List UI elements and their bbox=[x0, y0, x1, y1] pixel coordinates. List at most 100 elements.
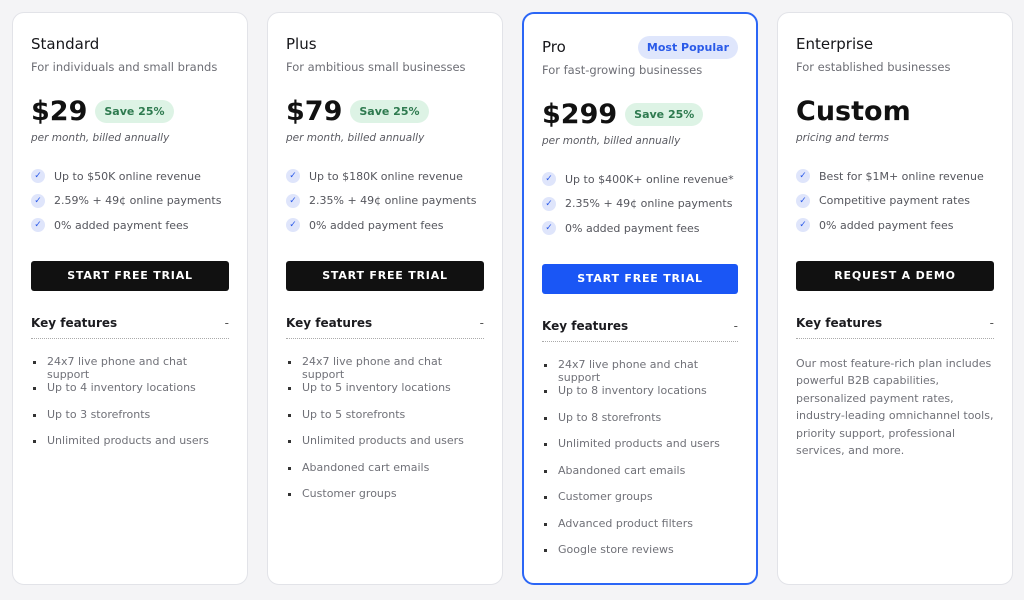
key-features-toggle[interactable]: Key features - bbox=[286, 316, 484, 339]
feature-text: Up to 5 inventory locations bbox=[302, 381, 451, 394]
billing-period: per month, billed annually bbox=[31, 132, 170, 144]
list-item: 24x7 live phone and chat support bbox=[31, 355, 229, 382]
bullet-icon bbox=[544, 443, 547, 446]
list-item: Unlimited products and users bbox=[286, 434, 484, 461]
save-badge: Save 25% bbox=[95, 99, 174, 123]
collapse-icon[interactable]: - bbox=[479, 315, 484, 330]
plan-description: Our most feature-rich plan includes powe… bbox=[796, 356, 994, 458]
check-circle-icon: ✓ bbox=[796, 169, 810, 184]
feature-text: Google store reviews bbox=[558, 543, 674, 556]
billing-period: per month, billed annually bbox=[286, 132, 425, 144]
feature-text: 24x7 live phone and chat support bbox=[558, 357, 699, 384]
most-popular-badge: Most Popular bbox=[637, 35, 738, 59]
plan-price: Custom bbox=[796, 95, 911, 127]
list-item: Up to 8 storefronts bbox=[542, 411, 738, 438]
enterprise-cta-button[interactable]: REQUEST A DEMO bbox=[796, 260, 994, 291]
key-features-toggle[interactable]: Key features - bbox=[31, 316, 229, 339]
plan-card-standard: Standard For individuals and small brand… bbox=[12, 12, 248, 585]
standard-cta-button[interactable]: START FREE TRIAL bbox=[31, 260, 229, 291]
collapse-icon[interactable]: - bbox=[733, 318, 738, 333]
highlight-item: ✓ Up to $180K online revenue bbox=[286, 164, 484, 189]
plan-card-plus: Plus For ambitious small businesses $79 … bbox=[267, 12, 503, 585]
highlight-text: Up to $180K online revenue bbox=[309, 169, 463, 183]
list-item: Customer groups bbox=[542, 490, 738, 517]
key-features-label: Key features bbox=[542, 318, 629, 333]
bullet-icon bbox=[544, 390, 547, 393]
feature-list: 24x7 live phone and chat support Up to 5 … bbox=[286, 355, 484, 514]
check-circle-icon: ✓ bbox=[796, 218, 810, 233]
bullet-icon bbox=[544, 522, 547, 526]
highlight-text: 2.35% + 49¢ online payments bbox=[309, 194, 477, 208]
feature-text: Abandoned cart emails bbox=[302, 460, 430, 474]
check-circle-icon: ✓ bbox=[542, 196, 556, 211]
feature-list: 24x7 live phone and chat support Up to 8 … bbox=[542, 358, 738, 570]
collapse-icon[interactable]: - bbox=[989, 315, 994, 330]
highlight-text: 0% added payment fees bbox=[309, 218, 444, 232]
bullet-icon bbox=[288, 413, 291, 417]
bullet-icon bbox=[33, 387, 36, 390]
check-circle-icon: ✓ bbox=[31, 193, 45, 208]
bullet-icon bbox=[288, 387, 291, 390]
feature-text: Up to 5 storefronts bbox=[302, 407, 406, 421]
key-features-toggle[interactable]: Key features - bbox=[542, 319, 738, 342]
check-circle-icon: ✓ bbox=[286, 193, 300, 208]
list-item: Advanced product filters bbox=[542, 517, 738, 544]
list-item: Up to 4 inventory locations bbox=[31, 381, 229, 408]
check-circle-icon: ✓ bbox=[286, 218, 300, 233]
feature-text: Unlimited products and users bbox=[302, 434, 464, 447]
highlight-item: ✓ 2.59% + 49¢ online payments bbox=[31, 189, 229, 214]
plan-highlights: ✓ Best for $1M+ online revenue ✓ Competitiv… bbox=[796, 164, 994, 238]
highlight-item: ✓ 0% added payment fees bbox=[542, 216, 738, 241]
key-features-toggle[interactable]: Key features - bbox=[796, 316, 994, 339]
feature-text: Up to 8 inventory locations bbox=[558, 384, 707, 397]
key-features-label: Key features bbox=[31, 315, 118, 330]
plus-cta-button[interactable]: START FREE TRIAL bbox=[286, 260, 484, 291]
feature-text: Up to 3 storefronts bbox=[47, 407, 151, 421]
billing-period: per month, billed annually bbox=[542, 135, 681, 147]
feature-text: Advanced product filters bbox=[558, 516, 693, 530]
highlight-text: Up to $400K+ online revenue* bbox=[565, 172, 734, 186]
bullet-icon bbox=[544, 496, 547, 499]
plan-highlights: ✓ Up to $180K online revenue ✓ 2.35% + 49¢ … bbox=[286, 164, 484, 238]
save-badge: Save 25% bbox=[625, 102, 704, 126]
plan-highlights: ✓ Up to $50K online revenue ✓ 2.59% + 49¢ o… bbox=[31, 164, 229, 238]
check-circle-icon: ✓ bbox=[542, 172, 556, 187]
bullet-icon bbox=[288, 360, 291, 364]
feature-text: 24x7 live phone and chat support bbox=[47, 354, 188, 381]
list-item: Up to 5 storefronts bbox=[286, 408, 484, 435]
highlight-text: 0% added payment fees bbox=[565, 221, 700, 235]
key-features-label: Key features bbox=[286, 315, 373, 330]
check-circle-icon: ✓ bbox=[796, 193, 810, 208]
list-item: Abandoned cart emails bbox=[286, 461, 484, 488]
highlight-item: ✓ 0% added payment fees bbox=[796, 213, 994, 238]
plan-subtitle: For fast-growing businesses bbox=[542, 63, 703, 77]
highlight-item: ✓ Up to $50K online revenue bbox=[31, 164, 229, 189]
plan-name: Plus bbox=[286, 35, 317, 53]
plan-name: Pro bbox=[542, 38, 566, 56]
highlight-text: 2.59% + 49¢ online payments bbox=[54, 194, 222, 208]
plan-name: Enterprise bbox=[796, 35, 874, 53]
list-item: Google store reviews bbox=[542, 543, 738, 570]
feature-text: Unlimited products and users bbox=[47, 434, 209, 447]
plan-subtitle: For established businesses bbox=[796, 60, 951, 74]
plan-card-pro: Pro Most Popular For fast-growing busine… bbox=[522, 12, 758, 585]
check-circle-icon: ✓ bbox=[286, 169, 300, 184]
list-item: 24x7 live phone and chat support bbox=[542, 358, 738, 385]
list-item: Unlimited products and users bbox=[542, 437, 738, 464]
list-item: Up to 5 inventory locations bbox=[286, 381, 484, 408]
list-item: Customer groups bbox=[286, 487, 484, 514]
collapse-icon[interactable]: - bbox=[224, 315, 229, 330]
billing-period: pricing and terms bbox=[796, 132, 889, 144]
plan-name: Standard bbox=[31, 35, 100, 53]
highlight-text: 0% added payment fees bbox=[54, 218, 189, 232]
bullet-icon bbox=[288, 466, 291, 470]
plan-price: $299 bbox=[542, 98, 618, 130]
bullet-icon bbox=[544, 363, 547, 367]
bullet-icon bbox=[33, 440, 36, 443]
pro-cta-button[interactable]: START FREE TRIAL bbox=[542, 263, 738, 294]
list-item: 24x7 live phone and chat support bbox=[286, 355, 484, 382]
bullet-icon bbox=[288, 493, 291, 496]
highlight-text: Best for $1M+ online revenue bbox=[819, 169, 984, 183]
list-item: Unlimited products and users bbox=[31, 434, 229, 461]
highlight-item: ✓ 0% added payment fees bbox=[286, 213, 484, 238]
